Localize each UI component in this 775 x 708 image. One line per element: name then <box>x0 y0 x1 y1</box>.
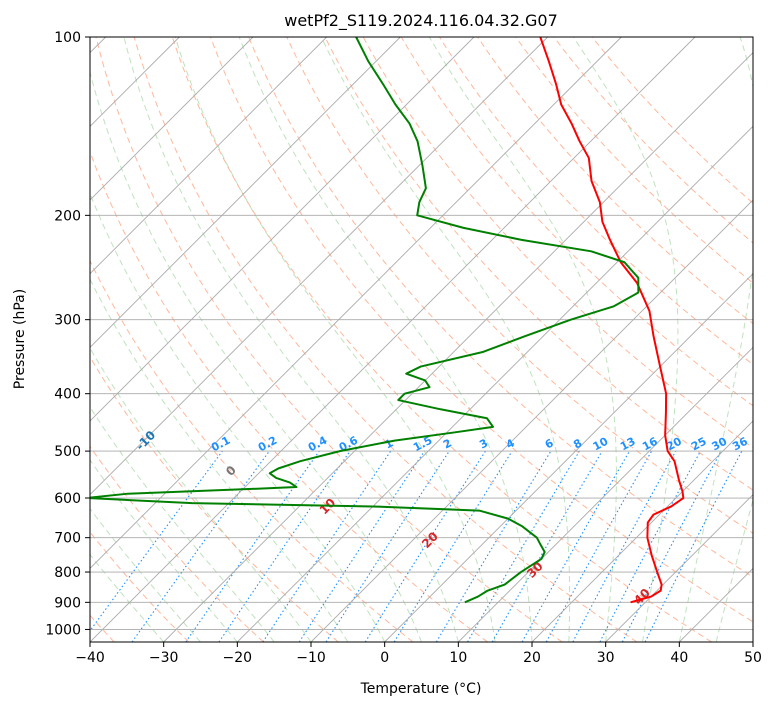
y-tick-label: 300 <box>54 313 81 329</box>
dry-adiabat <box>90 445 264 642</box>
dry-adiabats <box>90 37 753 642</box>
profile-series <box>90 37 685 604</box>
dry-adiabat <box>90 259 414 642</box>
mixing-ratio-label: 30 <box>710 435 730 454</box>
moist-adiabat <box>320 37 571 642</box>
dry-adiabat <box>515 37 753 284</box>
moist-adiabat <box>428 37 617 642</box>
mixing-ratio-label: 36 <box>730 435 750 454</box>
isotherm <box>310 199 753 642</box>
y-tick-label: 400 <box>54 387 81 403</box>
y-tick-label: 100 <box>54 30 81 46</box>
y-tick-label: 200 <box>54 208 81 224</box>
moist-adiabat <box>238 37 533 642</box>
isotherm <box>90 37 548 496</box>
mixing-ratio-line <box>572 450 677 642</box>
isotherm <box>458 346 753 642</box>
y-tick-label: 500 <box>54 444 81 460</box>
dewpoint-profile-line <box>90 37 640 604</box>
y-tick-label: 700 <box>54 531 81 547</box>
moist-adiabat <box>90 507 201 642</box>
dry-adiabat <box>90 356 339 642</box>
moist-adiabat <box>572 37 679 642</box>
isotherm <box>605 494 753 642</box>
mixing-ratio-label: 10 <box>591 435 611 454</box>
plot-frame <box>89 36 754 643</box>
y-axis: 100 200 300 400 500 600 700 800 900 1000 <box>45 30 90 638</box>
mixing-ratio-line <box>90 450 223 632</box>
mixing-ratio-line <box>545 450 653 642</box>
moist-adiabat <box>90 278 349 642</box>
x-tick-label: 0 <box>380 650 389 666</box>
isotherm <box>90 37 254 201</box>
dry-adiabat <box>133 37 638 642</box>
moist-adiabats <box>90 37 753 642</box>
mixing-ratio-line <box>644 450 743 642</box>
isotherm <box>90 37 475 422</box>
isobar-gridlines <box>90 37 753 630</box>
moist-adiabat <box>123 37 459 642</box>
isotherm <box>237 125 753 642</box>
isotherm <box>90 37 401 348</box>
moist-adiabat <box>715 498 753 642</box>
mixing-ratio-label: 16 <box>640 435 660 454</box>
mixing-ratio-label: 25 <box>689 435 709 454</box>
x-tick-label: 30 <box>597 650 615 666</box>
dry-adiabat <box>324 37 753 491</box>
isotherm <box>163 52 753 642</box>
mixing-ratio-line <box>218 450 351 642</box>
isotherm <box>90 37 622 569</box>
isotherm <box>531 420 753 642</box>
y-tick-label: 900 <box>54 595 81 611</box>
y-tick-label: 1000 <box>45 622 81 638</box>
x-tick-label: 40 <box>670 650 688 666</box>
x-axis-label: Temperature (°C) <box>360 681 482 697</box>
x-tick-label: −20 <box>223 650 253 666</box>
mixing-ratio-line <box>521 450 630 642</box>
moist-adiabat <box>90 553 165 642</box>
dry-adiabat <box>210 37 753 623</box>
mixing-ratio-label: 20 <box>664 435 684 454</box>
y-tick-label: 600 <box>54 491 81 507</box>
x-tick-label: 50 <box>744 650 762 666</box>
x-tick-label: 10 <box>449 650 467 666</box>
moist-adiabat <box>90 406 275 642</box>
moist-adiabat <box>678 37 753 642</box>
isotherms <box>90 37 753 642</box>
x-tick-label: 20 <box>523 650 541 666</box>
chart-title: wetPf2_S119.2024.116.04.32.G07 <box>284 11 558 31</box>
isotherm <box>90 37 327 275</box>
plot-area: 0.10.20.40.611.52346810131620253036-100-… <box>90 37 753 642</box>
mixing-ratio-lines <box>90 450 743 642</box>
mixing-ratio-line <box>262 450 392 642</box>
mixing-ratio-line <box>185 450 320 642</box>
moist-adiabat <box>174 37 496 642</box>
mixing-ratio-line <box>393 450 513 642</box>
moist-adiabat <box>90 192 386 642</box>
x-tick-label: −30 <box>149 650 179 666</box>
x-tick-label: −10 <box>296 650 326 666</box>
dry-adiabat <box>248 37 753 578</box>
mixing-ratio-line <box>131 450 270 642</box>
mixing-ratio-line <box>325 450 450 642</box>
temperature-profile-line <box>539 37 685 604</box>
dry-adiabat <box>95 37 563 642</box>
dry-adiabat <box>171 37 712 642</box>
isotherm <box>384 273 753 642</box>
mixing-ratio-line <box>298 450 425 642</box>
isotherm <box>90 37 696 642</box>
moist-adiabat <box>90 459 238 642</box>
mixing-ratio-label: 13 <box>618 435 638 454</box>
dry-adiabat <box>286 37 753 534</box>
y-axis-label: Pressure (hPa) <box>12 289 28 389</box>
moist-adiabat <box>90 70 422 642</box>
x-tick-label: −40 <box>75 650 105 666</box>
x-axis: −40 −30 −20 −10 0 10 20 30 40 50 <box>75 642 762 666</box>
background-line-labels: 0.10.20.40.611.52346810131620253036-100-… <box>133 428 750 607</box>
y-tick-label: 800 <box>54 565 81 581</box>
